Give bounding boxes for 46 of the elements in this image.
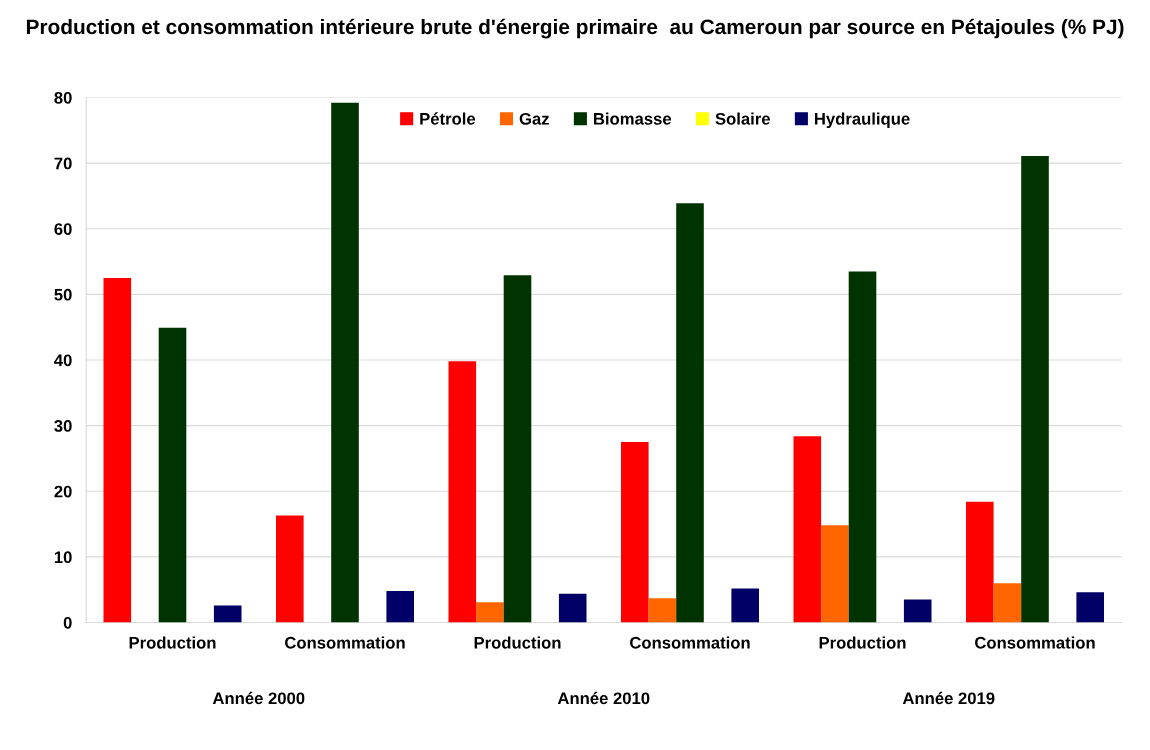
legend-label: Solaire xyxy=(715,112,770,125)
bar xyxy=(213,605,242,623)
x-tick-label: Production xyxy=(129,636,216,649)
bar xyxy=(903,599,932,623)
legend-label: Gaz xyxy=(519,112,549,125)
x-tick-label: Consommation xyxy=(285,636,405,649)
bar xyxy=(448,361,477,623)
y-tick-label: 60 xyxy=(54,223,72,235)
bar xyxy=(993,583,1022,623)
legend-label: Hydraulique xyxy=(814,112,910,129)
text: Année 2010 xyxy=(557,691,650,705)
x-tick-label: Production xyxy=(819,636,906,649)
bar xyxy=(621,442,649,623)
bar xyxy=(793,436,822,623)
bar xyxy=(158,327,187,623)
bar xyxy=(503,275,532,623)
legend-label: Biomasse xyxy=(594,112,672,125)
x-tick-label: Production xyxy=(474,636,561,649)
bar xyxy=(386,591,414,623)
y-tick-label: 70 xyxy=(54,157,72,170)
bar xyxy=(1076,592,1104,623)
text: Année 2000 xyxy=(212,691,305,705)
x-tick-label: Consommation xyxy=(975,636,1095,649)
bar xyxy=(558,593,587,623)
bar xyxy=(821,525,849,623)
bar xyxy=(648,598,677,623)
y-tick-label: 80 xyxy=(54,91,72,104)
bar xyxy=(966,501,994,623)
y-tick-label: 40 xyxy=(54,354,72,367)
bar xyxy=(731,588,759,623)
x-tick-label: Consommation xyxy=(630,636,750,649)
y-tick-label: 10 xyxy=(54,551,72,564)
bar xyxy=(1021,155,1049,623)
y-tick-label: 20 xyxy=(54,485,72,498)
bar xyxy=(476,602,504,623)
legend-label: Pétrole xyxy=(420,112,476,125)
bar xyxy=(276,515,304,623)
chart-title: Production et consommation intérieure brute d'énergie primaire au Cameroun par source en Pétajoules (% PJ) xyxy=(26,18,1124,39)
bar xyxy=(103,277,132,623)
bar xyxy=(331,102,359,623)
bar xyxy=(848,271,877,623)
y-tick-label: 0 xyxy=(63,616,72,629)
y-tick-label: 30 xyxy=(54,420,72,432)
text: Année 2019 xyxy=(902,691,995,705)
bar xyxy=(676,203,704,623)
y-tick-label: 50 xyxy=(54,288,72,301)
